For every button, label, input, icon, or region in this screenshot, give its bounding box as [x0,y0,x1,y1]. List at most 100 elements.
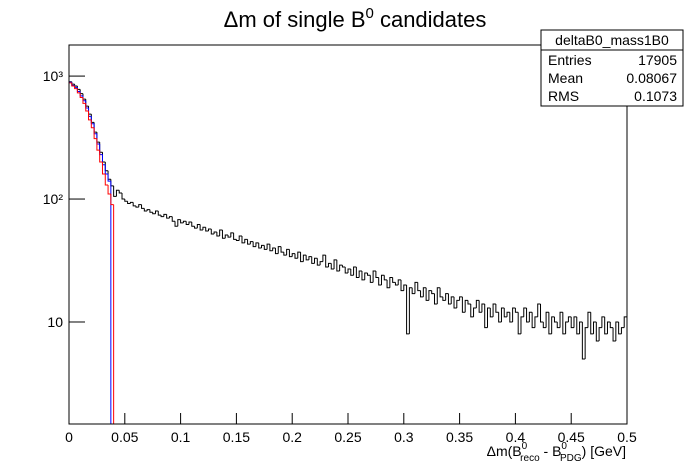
histogram-bin [453,296,457,309]
histogram-bin [194,226,198,229]
stats-value: 17905 [638,52,677,68]
histogram-bin [107,173,111,182]
histogram-bin [185,221,189,226]
histogram-bin [305,255,309,261]
histogram-bin [280,246,284,253]
histogram-bin [590,312,594,335]
title-part: candidates [374,7,487,32]
histogram-bin [579,321,583,334]
histogram-bin [104,173,109,186]
histogram-bin [177,219,181,227]
histogram-bin [319,261,323,266]
histogram-bin [447,293,452,305]
x-tick-label: 0.3 [394,429,414,445]
stats-value: 0.1073 [634,88,677,104]
histogram-bin [470,304,474,318]
histogram-bin [442,296,446,301]
histogram-bin [146,209,150,211]
histogram-bin [408,287,413,334]
histogram-bin [141,204,145,209]
histogram-bin [308,256,312,260]
histogram-bin [233,232,237,240]
histogram-bin [88,111,92,121]
histogram-bin [277,246,282,254]
histogram-bin [606,321,611,334]
histogram-bin [85,103,89,112]
histogram-bin [620,327,625,334]
histogram-bin [576,316,580,335]
histogram-bin [227,234,231,238]
histogram-bin [314,257,318,264]
histogram-bin [367,273,371,276]
histogram-bin [520,316,524,334]
histogram-bin [213,231,217,234]
histogram-bin [369,275,374,283]
histogram-bin [350,268,354,276]
histogram-bin [403,284,407,291]
histogram-bin [573,316,577,328]
histogram-bin [93,127,97,140]
histogram-bin [400,279,404,292]
histogram-bin [459,296,463,301]
histogram-bin [570,316,574,329]
histogram-bin [598,327,602,342]
histogram-bin [581,321,586,360]
histogram-bin [339,264,343,271]
histogram-bin [422,287,427,297]
title-part: 0 [366,5,374,22]
x-label-part: 0 [522,441,528,452]
histogram-bin [124,199,128,202]
histogram-bin [90,119,95,129]
x-tick-label: 0.45 [558,429,585,445]
histogram-bin [118,190,123,194]
histogram-bin [210,229,215,235]
histogram-bin [274,247,279,255]
chart-title: Δm of single B0 candidates [224,5,487,32]
histogram-bin [152,212,156,215]
histogram-bin [341,265,346,268]
histogram-bin [406,284,410,335]
histogram-bin [414,281,418,294]
histogram-bin [135,205,139,208]
histogram-bin [297,251,301,259]
histogram-bin [115,189,120,197]
y-tick-label: 10 [47,314,63,330]
histogram-bin [593,321,597,334]
histogram-bin [456,299,460,308]
histogram-bin [157,210,162,216]
histogram-bin [500,307,505,322]
histogram-bin [71,82,75,87]
histogram-bin [439,287,443,298]
histogram-bin [475,299,480,308]
histogram-bin [74,86,78,90]
histogram-bin [174,221,178,227]
histogram-bin [355,267,360,279]
histogram-bin [484,304,488,329]
histogram-bin [420,290,424,298]
histogram-bin [82,97,86,104]
histogram-bin [163,213,167,217]
histogram-bin [461,296,466,313]
histogram-bin [171,216,176,222]
histogram-bin [567,316,572,322]
histogram-bin [537,303,541,317]
histogram-bin [618,321,622,335]
histogram-bin [450,296,455,305]
histogram-bin [392,277,396,283]
histogram-bin [358,270,362,278]
x-label-part: ) [GeV] [582,443,626,459]
histogram-bin [526,307,530,323]
histogram-bin [322,254,326,262]
histogram-bin [249,241,254,245]
histogram-bin [595,321,600,342]
histogram-bin [386,279,390,289]
stats-label: Mean [548,70,583,86]
x-tick-label: 0.25 [334,429,361,445]
histogram-bin [553,316,558,323]
histogram-bin [587,311,591,328]
histogram-bin [325,255,329,268]
histogram-bin [512,307,516,322]
histogram-bin [294,253,298,259]
histogram-bin [623,316,627,328]
